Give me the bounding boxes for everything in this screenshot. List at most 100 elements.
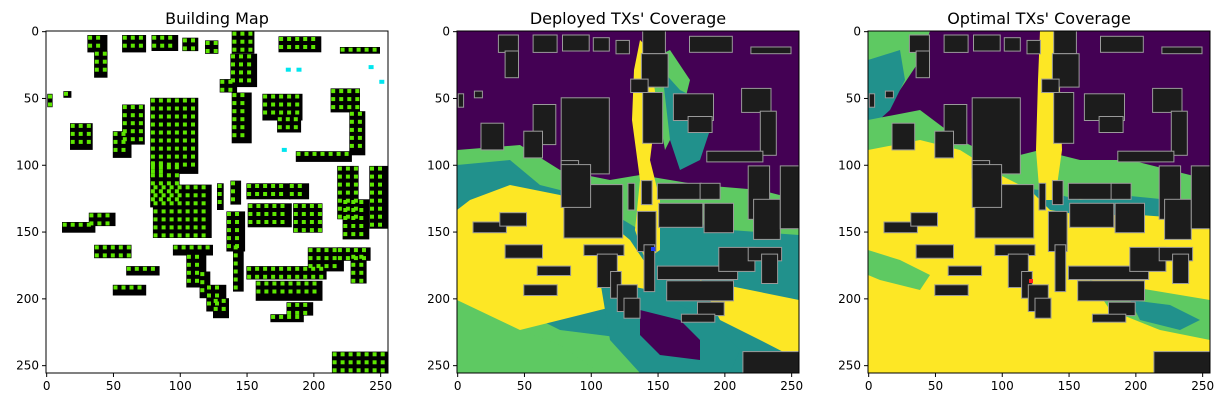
candidate-site [264,212,269,216]
building [1053,31,1077,55]
candidate-site [263,94,268,99]
candidate-site [168,43,173,48]
y-tick-label: 250 [16,359,39,373]
candidate-site [169,193,174,198]
candidate-site [86,123,91,128]
candidate-site [191,38,195,43]
candidate-site [126,245,131,250]
candidate-site [370,198,374,203]
building [480,122,505,151]
candidate-site [343,200,348,204]
candidate-site [357,119,362,124]
candidate-site [362,248,366,253]
building [369,165,388,229]
candidate-site [287,94,292,99]
candidate-site [200,280,205,285]
candidate-site [271,274,276,279]
candidate-site [332,352,337,357]
candidate-site [166,162,171,167]
candidate-site [191,114,195,119]
building [562,34,590,52]
candidate-site [339,97,344,102]
optimal-tx-marker [1029,279,1033,283]
selected-site [368,65,374,70]
candidate-site [370,206,374,211]
candidate-site [303,274,308,279]
candidate-site [227,220,231,224]
candidate-site [332,248,337,253]
candidate-site [191,162,195,167]
candidate-site [337,214,342,219]
candidate-site [308,248,313,253]
candidate-site [102,59,107,64]
candidate-site [339,89,344,94]
candidate-site [378,198,382,203]
heatmap-image [457,31,799,373]
candidate-site [235,228,239,233]
candidate-site [174,122,179,127]
candidate-site [255,274,260,279]
building [1041,78,1060,93]
candidate-site [181,245,186,250]
candidate-site [166,114,171,119]
candidate-site [296,151,301,156]
candidate-site [150,106,155,111]
candidate-site [359,208,364,212]
candidate-site [88,35,93,40]
candidate-site [353,214,358,219]
candidate-site [351,270,356,275]
candidate-site [271,184,276,188]
candidate-site [113,139,118,144]
candidate-site [158,161,163,166]
candidate-site [160,43,165,48]
candidate-site [255,192,260,196]
candidate-site [287,302,292,307]
candidate-site [324,264,329,269]
building [592,37,610,52]
candidate-site [370,214,374,219]
building [947,265,983,277]
candidate-site [337,256,342,261]
candidate-site [359,270,364,275]
building [915,50,930,79]
building [47,93,53,108]
candidate-site [380,352,385,357]
building [689,35,733,53]
panel-building-map: Building Map 0 50 100 150 200 250 0 50 100 150 200… [16,9,392,393]
building [1051,180,1064,206]
building [246,183,291,200]
candidate-site [293,228,298,233]
candidate-site [182,138,187,143]
candidate-site [370,166,374,171]
candidate-site [345,248,350,253]
candidate-site [279,102,284,107]
candidate-site [263,192,268,196]
building [1069,202,1115,228]
candidate-site [121,147,126,152]
candidate-site [345,214,350,219]
candidate-site [301,220,306,224]
candidate-site [304,281,309,286]
candidate-site [232,133,237,138]
candidate-site [235,220,239,224]
candidate-site [356,360,361,365]
candidate-site [331,97,336,102]
candidate-site [177,233,182,238]
candidate-site [364,360,369,365]
candidate-site [193,209,198,214]
candidate-site [191,146,195,151]
candidate-site [122,121,127,126]
candidate-site [166,165,171,170]
candidate-site [345,198,350,203]
building [1117,150,1175,163]
candidate-site [231,181,235,186]
heatmap-image [868,31,1210,373]
candidate-site [193,233,198,238]
candidate-site [130,113,135,118]
candidate-site [195,262,199,267]
candidate-site [161,217,166,222]
candidate-site [247,192,252,196]
candidate-site [332,368,337,373]
building [523,284,558,296]
candidate-site [308,256,313,261]
